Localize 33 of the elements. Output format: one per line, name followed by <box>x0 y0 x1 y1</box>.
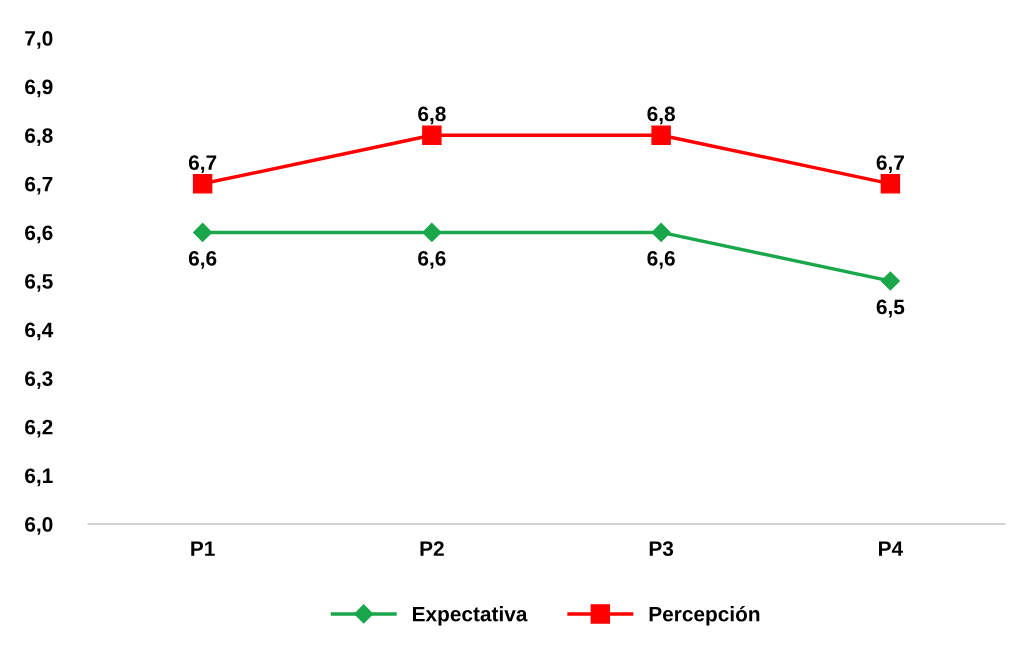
x-tick-label: P1 <box>191 541 215 556</box>
data-label: 6,7 <box>188 155 217 173</box>
data-label: 6,6 <box>647 251 675 269</box>
y-tick-label: 6,1 <box>25 468 53 487</box>
legend-label: Expectativa <box>413 606 528 626</box>
legend-label: Percepción <box>649 605 760 626</box>
point <box>880 271 900 291</box>
data-label: 6,8 <box>418 106 446 125</box>
y-tick-label: 6,3 <box>25 371 53 389</box>
point <box>651 125 671 145</box>
point <box>422 222 442 242</box>
y-tick-label: 6,4 <box>25 322 54 341</box>
data-label: 6,7 <box>876 155 904 173</box>
y-tick-label: 6,5 <box>25 274 53 292</box>
point <box>193 222 213 242</box>
data-label: 6,6 <box>188 251 217 269</box>
data-label: 6,6 <box>418 251 446 269</box>
y-tick-label: 6,8 <box>25 128 53 146</box>
y-tick-label: 6,7 <box>25 176 53 195</box>
y-tick-label: 7,0 <box>25 31 53 49</box>
x-tick-label: P2 <box>420 541 444 556</box>
point <box>880 174 901 194</box>
y-tick-label: 6,9 <box>25 79 53 98</box>
point <box>422 125 442 145</box>
y-tick-label: 6,6 <box>25 225 53 244</box>
x-tick-label: P3 <box>649 541 674 556</box>
point <box>651 222 671 242</box>
y-tick-label: 6,0 <box>25 517 53 535</box>
y-tick-label: 6,2 <box>25 419 53 438</box>
data-label: 6,5 <box>876 299 905 318</box>
x-tick-label: P4 <box>879 541 903 556</box>
point <box>192 174 213 194</box>
data-label: 6,8 <box>647 106 675 125</box>
